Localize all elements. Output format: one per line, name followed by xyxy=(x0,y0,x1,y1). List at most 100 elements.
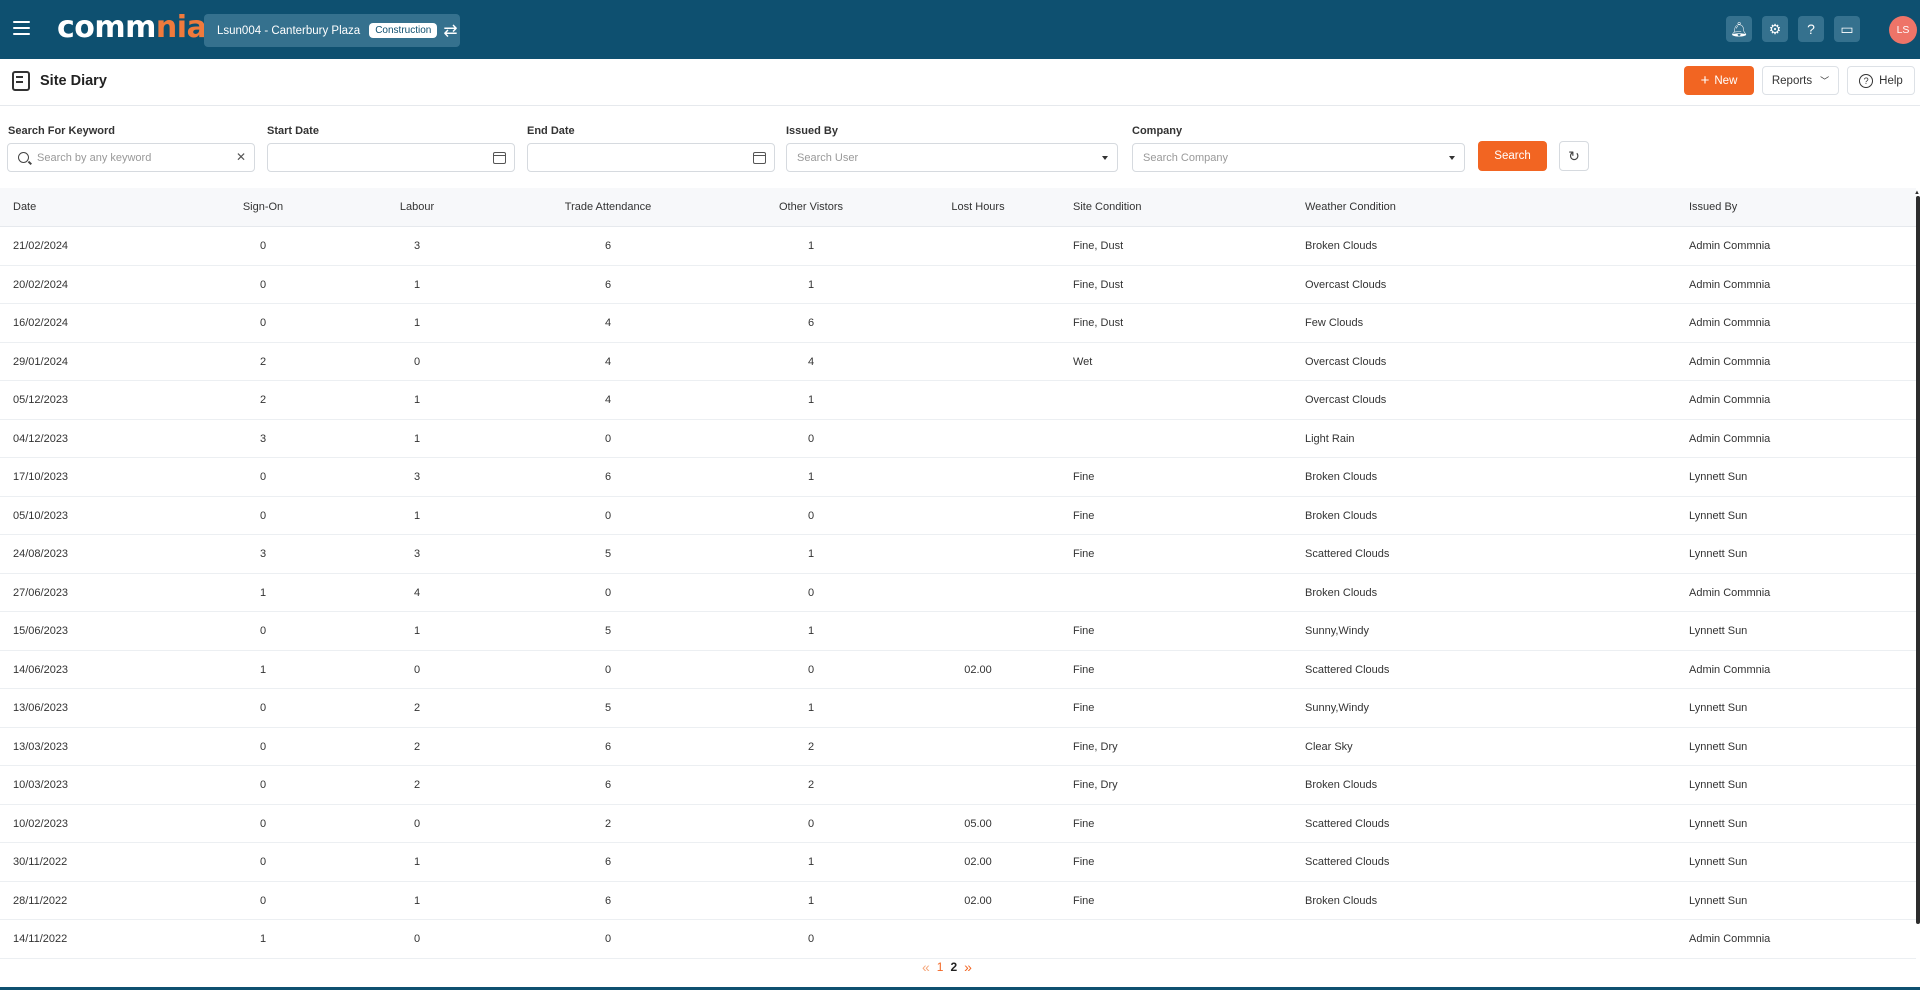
next-page-icon[interactable]: » xyxy=(964,959,972,975)
start-date-label: Start Date xyxy=(267,125,319,137)
cell-site: Fine xyxy=(1073,471,1095,483)
cell-issued: Admin Commnia xyxy=(1689,933,1771,945)
calendar-icon[interactable] xyxy=(493,152,506,164)
cell-trade: 5 xyxy=(604,625,612,637)
end-date-input[interactable] xyxy=(538,151,774,164)
cell-labour: 1 xyxy=(413,278,421,291)
cell-issued: Admin Commnia xyxy=(1689,240,1771,252)
header-date[interactable]: Date xyxy=(13,201,37,213)
end-date-label: End Date xyxy=(527,125,575,137)
cell-labour: 3 xyxy=(413,471,421,483)
reset-refresh-icon[interactable]: ↻ xyxy=(1559,141,1589,171)
company-select[interactable]: Search Company xyxy=(1132,143,1465,172)
user-avatar[interactable]: LS xyxy=(1889,16,1917,44)
table-row[interactable]: 29/01/2024 2 0 4 4 Wet Overcast Clouds Admin Co… xyxy=(0,343,1916,381)
table-row[interactable]: 21/02/2024 0 3 6 1 Fine, Dust Broken Clouds Adm… xyxy=(0,227,1916,266)
table-row[interactable]: 30/11/2022 0 1 6 1 02.00 Fine Scattered Clouds L… xyxy=(0,843,1916,882)
header-trade-attendance[interactable]: Trade Attendance xyxy=(564,201,652,213)
search-button[interactable]: Search xyxy=(1478,141,1547,171)
cell-issued: Lynnett Sun xyxy=(1689,856,1748,868)
table-row[interactable]: 13/03/2023 0 2 6 2 Fine, Dry Clear Sky Lynnett … xyxy=(0,728,1916,766)
cell-visitors: 0 xyxy=(807,933,815,945)
cell-issued: Admin Commnia xyxy=(1689,394,1771,406)
cell-site: Fine, Dust xyxy=(1073,240,1124,252)
table-row[interactable]: 27/06/2023 1 4 0 0 Broken Clouds Admin Commnia xyxy=(0,574,1916,612)
cell-trade: 4 xyxy=(604,317,612,329)
page-1-link[interactable]: 1 xyxy=(936,960,944,974)
table-row[interactable]: 05/10/2023 0 1 0 0 Fine Broken Clouds Lynnett S… xyxy=(0,497,1916,535)
header-issued-by[interactable]: Issued By xyxy=(1689,201,1738,213)
table-row[interactable]: 28/11/2022 0 1 6 1 02.00 Fine Broken Clouds Lynn… xyxy=(0,882,1916,920)
keyword-search-field[interactable]: ✕ xyxy=(7,143,255,172)
cell-site: Wet xyxy=(1073,355,1093,368)
table-header-row: Date Sign-On Labour Trade Attendance Oth… xyxy=(0,188,1916,227)
cell-visitors: 1 xyxy=(807,240,815,252)
header-labour[interactable]: Labour xyxy=(399,201,435,213)
end-date-field[interactable] xyxy=(527,143,775,172)
cell-signon: 0 xyxy=(259,509,267,522)
table-row[interactable]: 10/02/2023 0 0 2 0 05.00 Fine Scattered Clouds L… xyxy=(0,805,1916,843)
notifications-bell-icon[interactable]: 🔔︎ xyxy=(1726,16,1752,42)
cell-labour: 2 xyxy=(413,702,421,714)
cell-date: 16/02/2024 xyxy=(13,317,69,329)
start-date-input[interactable] xyxy=(278,151,514,164)
table-row[interactable]: 20/02/2024 0 1 6 1 Fine, Dust Overcast Clouds A… xyxy=(0,266,1916,304)
company-placeholder: Search Company xyxy=(1143,151,1228,164)
table-row[interactable]: 15/06/2023 0 1 5 1 Fine Sunny,Windy Lynnett Sun xyxy=(0,612,1916,651)
help-question-icon[interactable]: ? xyxy=(1798,16,1824,42)
header-weather-condition[interactable]: Weather Condition xyxy=(1305,201,1396,213)
help-button[interactable]: ? Help xyxy=(1847,66,1915,95)
previous-page-icon[interactable]: « xyxy=(922,959,930,975)
cell-date: 21/02/2024 xyxy=(13,240,69,252)
header-other-visitors[interactable]: Other Vistors xyxy=(779,201,843,213)
cell-date: 17/10/2023 xyxy=(13,471,69,483)
cell-trade: 4 xyxy=(604,355,612,368)
header-lost-hours[interactable]: Lost Hours xyxy=(951,201,1005,213)
table-row[interactable]: 14/06/2023 1 0 0 0 02.00 Fine Scattered Clouds A… xyxy=(0,651,1916,689)
cell-date: 05/10/2023 xyxy=(13,509,69,522)
hamburger-menu-icon[interactable] xyxy=(13,21,30,35)
issued-by-select[interactable]: Search User xyxy=(786,143,1118,172)
clear-x-icon[interactable]: ✕ xyxy=(235,150,246,164)
table-row[interactable]: 24/08/2023 3 3 5 1 Fine Scattered Clouds Lynnet… xyxy=(0,535,1916,574)
table-row[interactable]: 14/11/2022 1 0 0 0 Admin Commnia xyxy=(0,920,1916,959)
calendar-icon[interactable] xyxy=(753,152,766,164)
cell-lost: 02.00 xyxy=(964,856,992,868)
settings-gear-icon[interactable]: ⚙ xyxy=(1762,16,1788,42)
table-row[interactable]: 05/12/2023 2 1 4 1 Overcast Clouds Admin Commn… xyxy=(0,381,1916,420)
table-row[interactable]: 17/10/2023 0 3 6 1 Fine Broken Clouds Lynnett S… xyxy=(0,458,1916,497)
keyword-search-input[interactable] xyxy=(37,151,254,164)
search-icon xyxy=(18,152,29,163)
table-row[interactable]: 10/03/2023 0 2 6 2 Fine, Dry Broken Clouds Lynn… xyxy=(0,766,1916,805)
project-switcher[interactable]: Lsun004 - Canterbury Plaza Construction … xyxy=(204,14,460,47)
cell-date: 13/03/2023 xyxy=(13,740,69,753)
cell-labour: 1 xyxy=(413,856,421,868)
cell-signon: 0 xyxy=(259,740,267,753)
cell-site: Fine xyxy=(1073,663,1095,676)
cell-issued: Lynnett Sun xyxy=(1689,894,1748,907)
start-date-field[interactable] xyxy=(267,143,515,172)
reports-dropdown-button[interactable]: Reports ﹀ xyxy=(1762,66,1839,95)
page-2-link[interactable]: 2 xyxy=(950,960,958,974)
cell-visitors: 1 xyxy=(807,471,815,483)
new-button[interactable]: + New xyxy=(1684,66,1754,95)
cell-issued: Lynnett Sun xyxy=(1689,740,1748,753)
cell-trade: 0 xyxy=(604,432,612,445)
table-row[interactable]: 13/06/2023 0 2 5 1 Fine Sunny,Windy Lynnett Sun xyxy=(0,689,1916,728)
cell-signon: 2 xyxy=(259,394,267,406)
table-row[interactable]: 16/02/2024 0 1 4 6 Fine, Dust Few Clouds Admin … xyxy=(0,304,1916,343)
cell-labour: 1 xyxy=(413,894,421,907)
cell-trade: 6 xyxy=(604,240,612,252)
cell-date: 30/11/2022 xyxy=(13,856,68,868)
cell-labour: 0 xyxy=(413,663,421,676)
cell-signon: 3 xyxy=(259,548,267,560)
commnia-logo[interactable]: commnia xyxy=(57,10,207,45)
vertical-scrollbar[interactable] xyxy=(1916,196,1920,924)
cell-date: 05/12/2023 xyxy=(13,394,69,406)
header-sign-on[interactable]: Sign-On xyxy=(242,201,284,213)
scroll-up-arrow-icon[interactable]: ▲ xyxy=(1914,190,1920,196)
table-row[interactable]: 04/12/2023 3 1 0 0 Light Rain Admin Commnia xyxy=(0,420,1916,458)
header-site-condition[interactable]: Site Condition xyxy=(1073,201,1142,213)
pagination: « 1 2 » xyxy=(922,959,972,975)
chat-messages-icon[interactable]: ▭ xyxy=(1834,16,1860,42)
